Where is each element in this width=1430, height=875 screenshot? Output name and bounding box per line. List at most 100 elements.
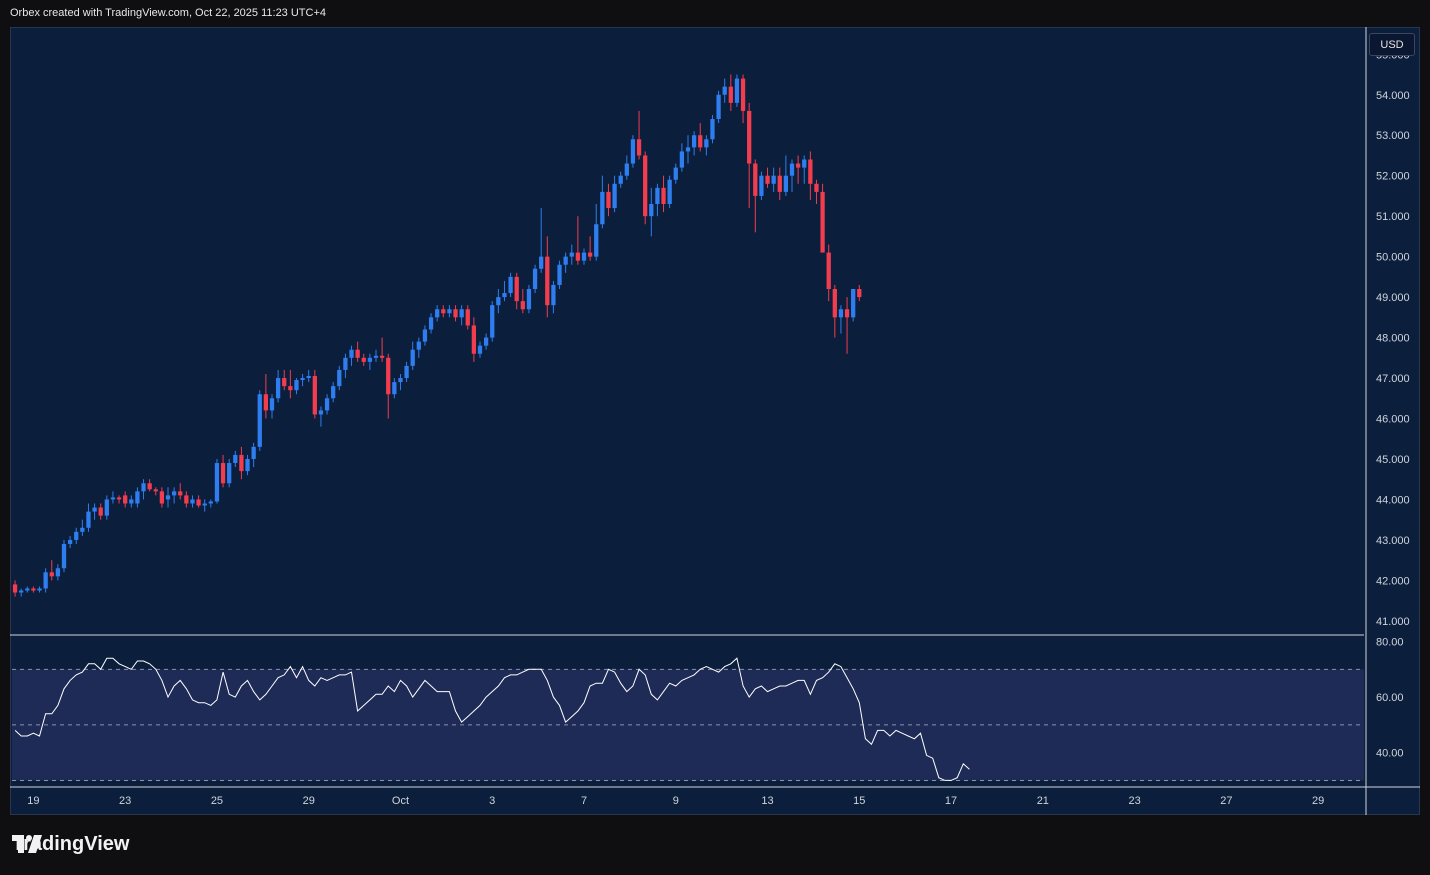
candle-body bbox=[465, 309, 470, 326]
candle-body bbox=[691, 135, 697, 148]
candle-body bbox=[92, 507, 97, 512]
candle-body bbox=[624, 163, 629, 176]
candle-body bbox=[288, 386, 293, 391]
candle-body bbox=[765, 175, 770, 184]
candle-body bbox=[857, 289, 862, 298]
candle-body bbox=[171, 491, 177, 496]
candle-body bbox=[98, 507, 103, 516]
candle-body bbox=[306, 376, 311, 379]
candle-body bbox=[710, 119, 715, 140]
candle-body bbox=[257, 394, 262, 447]
candle-body bbox=[716, 94, 721, 120]
tradingview-logo-icon bbox=[12, 835, 42, 853]
candle-body bbox=[269, 398, 275, 411]
rsi-line bbox=[14, 657, 970, 781]
candle-body bbox=[416, 341, 421, 350]
candle-body bbox=[349, 349, 354, 358]
candle-body bbox=[734, 78, 740, 103]
price-tick-label: 41.000 bbox=[1376, 616, 1410, 628]
candle-body bbox=[557, 264, 562, 285]
time-tick-label: 29 bbox=[1312, 795, 1324, 807]
candle-body bbox=[49, 572, 54, 577]
candle-body bbox=[826, 252, 831, 290]
candle-body bbox=[196, 499, 201, 506]
candle-body bbox=[343, 357, 348, 370]
time-tick-label: 19 bbox=[27, 795, 39, 807]
candle-body bbox=[202, 503, 207, 506]
candle-body bbox=[783, 175, 789, 192]
candle-body bbox=[361, 357, 366, 362]
candle-body bbox=[263, 394, 269, 411]
candle-body bbox=[67, 539, 73, 544]
time-tick-label: 13 bbox=[761, 795, 773, 807]
candle-body bbox=[355, 349, 360, 358]
price-tick-label: 54.000 bbox=[1376, 90, 1410, 102]
candle-body bbox=[477, 345, 483, 354]
candle-body bbox=[104, 499, 109, 516]
candle-body bbox=[208, 501, 213, 504]
time-tick-label: 29 bbox=[303, 795, 315, 807]
candle-body bbox=[410, 349, 415, 366]
candle-body bbox=[471, 325, 477, 354]
candle-body bbox=[43, 572, 48, 589]
candle-body bbox=[239, 454, 244, 472]
candle-body bbox=[178, 491, 183, 496]
candle-body bbox=[673, 167, 678, 180]
candle-body bbox=[141, 483, 146, 492]
candle-body bbox=[227, 463, 232, 484]
candle-body bbox=[753, 163, 758, 196]
candle-body bbox=[116, 497, 122, 500]
candle-body bbox=[55, 568, 61, 577]
time-tick-label: 23 bbox=[1128, 795, 1140, 807]
candle-body bbox=[514, 276, 519, 302]
candle-body bbox=[759, 175, 764, 196]
candle-body bbox=[80, 527, 85, 532]
time-tick-label: 17 bbox=[945, 795, 957, 807]
candle-body bbox=[86, 511, 91, 528]
candle-body bbox=[569, 252, 574, 257]
candle-body bbox=[832, 289, 837, 318]
candle-body bbox=[159, 491, 165, 504]
price-tick-label: 50.000 bbox=[1376, 252, 1410, 264]
candle-body bbox=[275, 378, 281, 399]
price-tick-label: 49.000 bbox=[1376, 292, 1410, 304]
rsi-tick-label: 40.00 bbox=[1376, 748, 1404, 760]
candle-body bbox=[214, 463, 220, 502]
candle-body bbox=[294, 380, 299, 391]
chart-header: Orbex created with TradingView.com, Oct … bbox=[10, 7, 327, 19]
candle-body bbox=[587, 252, 593, 257]
candle-body bbox=[698, 135, 703, 148]
candle-body bbox=[802, 159, 807, 168]
time-tick-label: 27 bbox=[1220, 795, 1232, 807]
candle-body bbox=[25, 588, 30, 591]
candle-body bbox=[373, 355, 379, 358]
candle-body bbox=[165, 495, 171, 500]
candle-body bbox=[251, 446, 256, 459]
time-tick-label: 25 bbox=[211, 795, 223, 807]
candle-body bbox=[184, 495, 189, 504]
candle-body bbox=[441, 309, 446, 314]
candle-body bbox=[777, 175, 782, 192]
rsi-tick-label: 80.00 bbox=[1376, 637, 1404, 649]
candle-body bbox=[147, 483, 152, 490]
candle-body bbox=[728, 86, 733, 103]
currency-badge[interactable]: USD bbox=[1369, 33, 1415, 56]
candle-body bbox=[31, 588, 36, 591]
candle-body bbox=[110, 497, 116, 500]
rsi-tick-label: 60.00 bbox=[1376, 692, 1404, 704]
time-tick-label: 3 bbox=[489, 795, 495, 807]
candle-body bbox=[453, 309, 458, 318]
candle-body bbox=[814, 183, 819, 192]
candle-body bbox=[129, 499, 134, 504]
price-tick-label: 47.000 bbox=[1376, 373, 1410, 385]
candle-body bbox=[392, 382, 397, 395]
candle-body bbox=[630, 139, 636, 164]
candle-body bbox=[655, 187, 660, 205]
candle-body bbox=[606, 191, 611, 209]
candle-body bbox=[12, 584, 18, 593]
candle-body bbox=[600, 191, 605, 225]
candle-body bbox=[496, 297, 501, 306]
price-tick-label: 48.000 bbox=[1376, 333, 1410, 345]
candle-body bbox=[422, 329, 428, 342]
